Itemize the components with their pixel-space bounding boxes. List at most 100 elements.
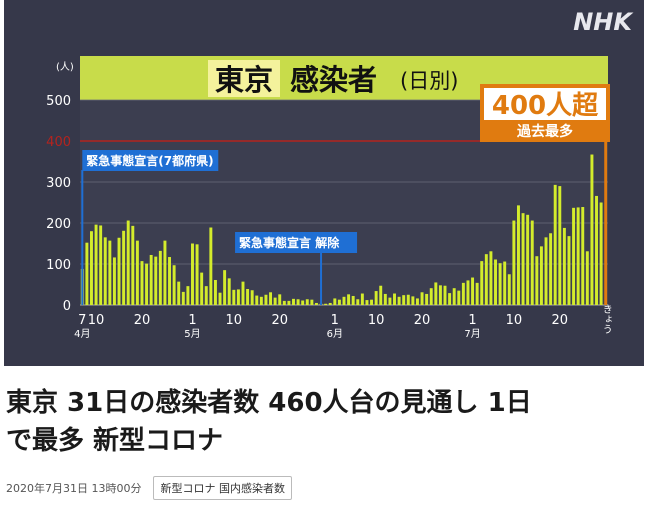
- bar: [131, 225, 135, 305]
- bar: [590, 154, 594, 305]
- bar: [425, 293, 429, 305]
- bar: [595, 195, 598, 305]
- bar: [402, 295, 406, 305]
- x-tick-label: 1: [188, 313, 196, 328]
- x-tick-label: 20: [552, 313, 569, 328]
- x-tick-label: 20: [271, 313, 288, 328]
- headline-line-2: で最多 新型コロナ: [6, 426, 224, 456]
- bar: [558, 186, 562, 305]
- bar: [360, 293, 364, 305]
- x-tick-label: 10: [368, 313, 385, 328]
- record-badge-sub: 過去最多: [516, 123, 573, 140]
- bar: [471, 277, 475, 305]
- bar: [585, 251, 589, 305]
- y-tick-label: 0: [63, 299, 71, 314]
- x-tick-label: 20: [414, 313, 431, 328]
- bar: [599, 202, 603, 305]
- bar: [126, 220, 130, 305]
- x-tick-label: 7: [78, 313, 86, 328]
- bar: [406, 294, 410, 305]
- bar: [429, 288, 433, 305]
- month-label: 4月: [74, 328, 90, 340]
- callout-label: 緊急事態宣言 解除: [239, 235, 340, 250]
- bar: [549, 233, 553, 305]
- y-tick-label: 500: [46, 94, 71, 109]
- bar: [181, 291, 185, 305]
- bar: [305, 299, 309, 305]
- bar: [328, 302, 332, 305]
- bar: [117, 237, 121, 305]
- x-tick-label: 1: [331, 313, 339, 328]
- bar: [273, 297, 277, 305]
- bar: [342, 296, 346, 305]
- x-tick-label: 10: [88, 313, 105, 328]
- bar: [90, 231, 93, 305]
- bar: [337, 299, 341, 305]
- bar: [498, 263, 502, 305]
- bar: [457, 290, 461, 305]
- bar: [448, 293, 452, 305]
- bar: [521, 213, 525, 305]
- bar: [269, 292, 273, 305]
- bar: [388, 297, 392, 305]
- infection-chart: NHK 東京 感染者 (日別) (人) 500 400 300 200 100 0 緊急事…: [4, 0, 644, 366]
- callouts: 緊急事態宣言(7都府県) 緊急事態宣言 解除: [81, 142, 607, 305]
- bar: [526, 214, 530, 305]
- bar: [507, 274, 511, 305]
- bar: [241, 281, 245, 305]
- bar: [177, 281, 181, 305]
- bar: [112, 257, 116, 305]
- bar: [535, 256, 539, 305]
- bar: [370, 299, 374, 305]
- bar: [411, 296, 415, 305]
- bar: [204, 286, 208, 305]
- bar: [517, 205, 520, 305]
- bar: [186, 286, 190, 305]
- bar: [255, 295, 259, 305]
- article-headline: 東京 31日の感染者数 460人台の見通し 1日 で最多 新型コロナ: [6, 384, 636, 460]
- bar: [351, 295, 355, 305]
- bar: [296, 299, 300, 305]
- bar: [310, 299, 314, 305]
- article-meta: 2020年7月31日 13時00分 新型コロナ 国内感染者数: [6, 476, 292, 500]
- bar: [443, 285, 447, 305]
- bar: [393, 293, 396, 305]
- bar: [292, 298, 295, 305]
- bar: [246, 289, 250, 305]
- bar: [544, 237, 548, 305]
- x-tick-label: 1: [468, 313, 476, 328]
- bar: [209, 227, 213, 305]
- bar: [397, 296, 401, 305]
- bar: [512, 220, 516, 305]
- bar: [383, 293, 387, 305]
- bar: [145, 263, 149, 305]
- y-tick-label: 400: [46, 135, 71, 150]
- bar: [379, 285, 383, 305]
- bar: [365, 300, 369, 305]
- month-label: 7月: [464, 328, 480, 340]
- bar: [466, 280, 470, 305]
- bar: [461, 282, 465, 305]
- bar: [333, 298, 337, 305]
- bar: [223, 270, 227, 305]
- record-badge-main: 400人超: [492, 91, 599, 121]
- bar-series: [80, 115, 608, 305]
- bar: [282, 300, 286, 305]
- bar: [347, 294, 351, 305]
- bar: [452, 288, 456, 305]
- y-axis: 500 400 300 200 100 0: [46, 94, 71, 314]
- bar: [324, 303, 328, 305]
- bar: [168, 257, 171, 305]
- bar: [567, 236, 571, 305]
- bar: [236, 289, 240, 305]
- bar: [484, 254, 488, 305]
- bar: [539, 246, 543, 305]
- bar: [213, 279, 217, 305]
- title-place-box: [208, 60, 280, 97]
- article-timestamp: 2020年7月31日 13時00分: [6, 482, 142, 495]
- bar: [227, 278, 231, 305]
- month-label: 6月: [327, 328, 343, 340]
- bar: [503, 261, 507, 305]
- topic-tag-link[interactable]: 新型コロナ 国内感染者数: [153, 476, 292, 500]
